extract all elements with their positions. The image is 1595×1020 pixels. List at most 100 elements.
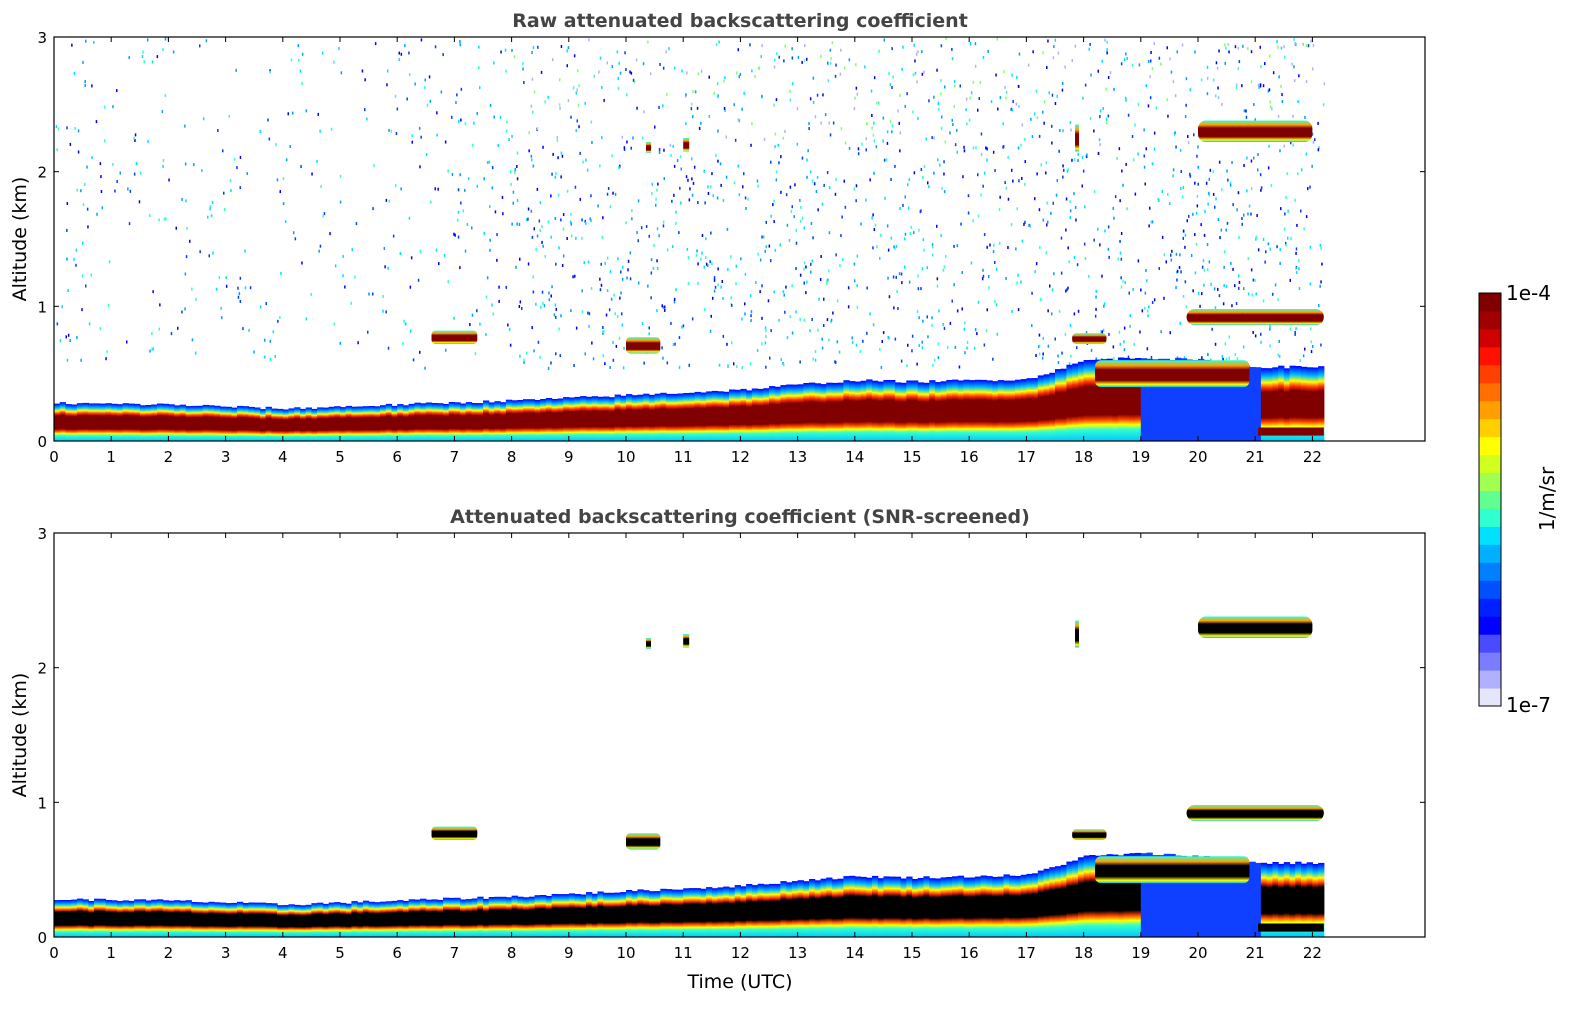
backscatter-column [145,405,152,441]
backscatter-column [225,903,232,937]
noise-pixel [969,96,971,100]
noise-pixel [632,136,634,140]
backscatter-column [1266,368,1273,441]
noise-pixel [581,289,583,293]
backscatter-column [162,900,169,937]
noise-pixel [820,121,822,125]
noise-pixel [1075,218,1077,222]
backscatter-column [889,876,896,937]
noise-pixel [570,309,572,313]
noise-pixel [1038,134,1041,138]
noise-pixel [761,94,763,98]
noise-pixel [920,168,923,171]
noise-pixel [509,343,512,347]
noise-pixel [701,234,704,237]
noise-pixel [662,220,665,224]
backscatter-column [992,876,999,937]
noise-pixel [707,185,709,189]
noise-pixel [894,164,896,168]
noise-pixel [725,135,727,139]
noise-pixel [476,184,478,188]
noise-pixel [873,139,876,143]
backscatter-column [545,398,553,441]
noise-pixel [476,112,478,116]
noise-pixel [412,358,415,362]
noise-pixel [786,223,789,227]
noise-pixel [321,51,324,55]
panel-screened: Attenuated backscattering coefficient (S… [9,506,1426,993]
noise-pixel [1003,70,1005,74]
panel-raw: Raw attenuated backscattering coefficien… [9,10,1426,466]
backscatter-column [717,391,724,441]
noise-pixel [1255,292,1257,296]
noise-pixel [1073,158,1076,162]
noise-pixel [1099,143,1101,147]
backscatter-column [631,395,638,441]
noise-pixel [504,48,507,52]
noise-pixel [1295,327,1297,331]
noise-pixel [184,272,187,276]
noise-pixel [944,140,947,144]
noise-pixel [275,143,277,147]
noise-pixel [872,246,874,250]
backscatter-column [1215,363,1222,441]
noise-pixel [610,297,613,301]
noise-pixel [527,262,530,266]
backscatter-column [1249,861,1256,937]
noise-pixel [986,147,988,151]
noise-pixel [228,114,230,118]
noise-pixel [1234,284,1236,288]
backscatter-column [986,380,993,441]
noise-pixel [720,285,722,289]
noise-pixel [873,228,876,231]
noise-pixel [1289,278,1291,282]
noise-pixel [1203,268,1206,272]
noise-pixel [1176,269,1179,273]
noise-pixel [579,151,581,155]
noise-pixel [890,236,893,240]
noise-pixel [1069,216,1071,220]
noise-pixel [888,72,890,76]
noise-pixel [1015,102,1018,106]
backscatter-column [1232,861,1239,937]
noise-pixel [82,203,85,207]
noise-pixel [116,180,118,183]
backscatter-column [397,900,404,937]
noise-pixel [540,305,542,309]
noise-pixel [408,51,410,55]
noise-pixel [897,307,899,310]
noise-pixel [1034,197,1036,201]
noise-pixel [91,156,93,160]
noise-pixel [1005,96,1007,100]
noise-pixel [550,235,552,239]
noise-pixel [967,194,970,198]
noise-pixel [716,95,719,99]
noise-pixel [888,336,891,340]
noise-pixel [795,228,797,232]
noise-pixel [899,149,901,153]
backscatter-column [1026,378,1033,441]
backscatter-column [763,884,770,937]
noise-pixel [672,144,674,148]
noise-pixel [757,252,759,256]
backscatter-column [1106,358,1113,441]
backscatter-column [1169,853,1176,937]
backscatter-column [374,902,381,937]
noise-pixel [923,70,925,74]
noise-pixel [1161,235,1164,239]
noise-pixel [940,233,942,237]
backscatter-column [197,902,204,937]
noise-pixel [1149,75,1151,79]
noise-pixel [803,226,805,230]
noise-pixel [556,139,559,143]
backscatter-column [912,879,919,937]
noise-pixel [221,316,223,320]
noise-pixel [147,139,149,143]
colorbar-swatch [1479,688,1501,707]
x-tick-label: 8 [507,944,517,962]
noise-pixel [164,37,167,41]
noise-pixel [772,203,774,207]
noise-pixel [700,69,703,73]
noise-pixel [761,44,763,48]
noise-pixel [66,126,68,130]
